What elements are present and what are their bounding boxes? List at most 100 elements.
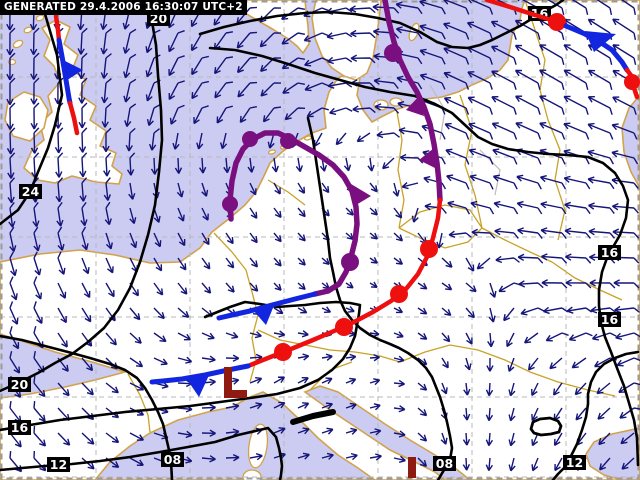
- wind-arrow: [417, 432, 428, 442]
- wind-arrow: [444, 122, 470, 140]
- wind-arrow: [193, 105, 209, 125]
- wind-arrow: [516, 174, 542, 190]
- wind-arrow: [443, 0, 470, 15]
- wind-arrow: [395, 26, 423, 40]
- wind-arrow: [81, 382, 94, 396]
- wind-arrow: [273, 307, 284, 315]
- wind-arrow: [613, 279, 640, 289]
- wind-arrow: [369, 207, 378, 216]
- wind-arrow: [297, 257, 306, 266]
- wind-arrow: [105, 332, 117, 346]
- wind-arrow: [273, 330, 286, 338]
- wind-arrow: [321, 402, 333, 410]
- wind-arrow: [123, 53, 137, 79]
- occluded-front-circle-symbol: [341, 253, 359, 271]
- wind-arrow: [174, 157, 183, 174]
- wind-arrow: [6, 127, 16, 155]
- wind-arrow: [214, 56, 234, 75]
- wind-arrow: [101, 102, 112, 128]
- wind-arrow: [297, 232, 306, 242]
- wind-arrow: [563, 95, 589, 115]
- warm-front-line: [53, 13, 62, 43]
- wind-arrow: [125, 127, 136, 152]
- wind-arrow: [129, 207, 137, 225]
- wind-arrow: [619, 407, 640, 419]
- wind-arrow: [587, 122, 614, 140]
- wind-arrow: [516, 200, 543, 215]
- wind-arrow: [295, 157, 304, 173]
- wind-arrow: [466, 21, 494, 40]
- isoline-label: 08: [161, 452, 184, 467]
- wind-arrow: [411, 207, 419, 223]
- wind-arrow: [225, 354, 240, 362]
- isoline-label: 12: [563, 455, 586, 470]
- wind-arrow: [393, 207, 403, 219]
- wind-arrow: [527, 357, 539, 371]
- wind-arrow: [284, 107, 306, 121]
- wind-arrow: [369, 428, 382, 436]
- wind-arrow: [540, 227, 567, 240]
- svg-text:16: 16: [601, 312, 619, 327]
- wind-arrow: [273, 427, 286, 434]
- wind-arrow: [236, 56, 258, 74]
- wind-arrow: [128, 182, 136, 200]
- wind-arrow: [588, 202, 615, 214]
- wind-arrow: [508, 382, 516, 397]
- wind-arrow: [124, 103, 137, 127]
- wind-arrow: [80, 201, 88, 227]
- island: [12, 39, 24, 49]
- wind-arrow: [7, 177, 16, 204]
- wind-arrow: [392, 182, 400, 197]
- land-polygon: [227, 0, 310, 54]
- wind-arrow: [225, 453, 240, 462]
- wind-arrow: [102, 127, 112, 153]
- wind-arrow: [541, 279, 568, 289]
- wind-arrow: [129, 457, 144, 466]
- wind-arrow: [463, 382, 471, 396]
- wind-arrow: [54, 102, 64, 129]
- wind-arrow: [201, 403, 216, 412]
- wind-arrow: [566, 306, 593, 314]
- wind-arrow: [494, 227, 519, 239]
- wind-arrow: [553, 432, 563, 446]
- isoline: [306, 116, 454, 480]
- isoline-label: 16: [598, 245, 621, 260]
- wind-arrow: [201, 455, 216, 463]
- wind-arrow: [563, 122, 590, 140]
- wind-arrow: [395, 1, 423, 15]
- wind-arrow: [148, 128, 160, 151]
- wind-arrow: [393, 232, 404, 242]
- wind-arrow: [201, 257, 211, 270]
- country-border: [459, 94, 483, 229]
- wind-arrow: [225, 257, 235, 269]
- wind-arrow: [596, 382, 611, 395]
- wind-arrow: [393, 430, 406, 438]
- wind-arrow: [81, 357, 94, 372]
- wind-arrow: [596, 0, 613, 15]
- wind-arrow: [8, 202, 16, 228]
- wind-arrow: [177, 332, 192, 341]
- wind-arrow: [57, 251, 66, 275]
- wind-arrow: [564, 201, 591, 215]
- wind-arrow: [539, 175, 567, 190]
- wind-arrow: [545, 332, 569, 342]
- wind-arrow: [554, 457, 563, 472]
- wind-arrow: [543, 306, 569, 315]
- wind-arrow: [297, 182, 306, 194]
- wind-arrow: [273, 257, 282, 267]
- sea-polygon: [621, 93, 640, 190]
- wind-arrow: [568, 332, 593, 342]
- wind-arrow: [465, 307, 475, 319]
- wind-arrow: [81, 307, 92, 323]
- wind-arrow: [469, 174, 494, 190]
- wind-arrow: [304, 57, 329, 67]
- wind-arrow: [177, 307, 190, 318]
- wind-arrow: [169, 104, 185, 125]
- wind-arrow: [401, 182, 419, 190]
- wind-arrow: [236, 6, 258, 25]
- wind-arrow: [326, 7, 353, 15]
- wind-arrow: [598, 432, 611, 446]
- wind-arrow: [462, 457, 471, 471]
- wind-arrow: [297, 353, 310, 361]
- wind-arrow: [6, 102, 16, 130]
